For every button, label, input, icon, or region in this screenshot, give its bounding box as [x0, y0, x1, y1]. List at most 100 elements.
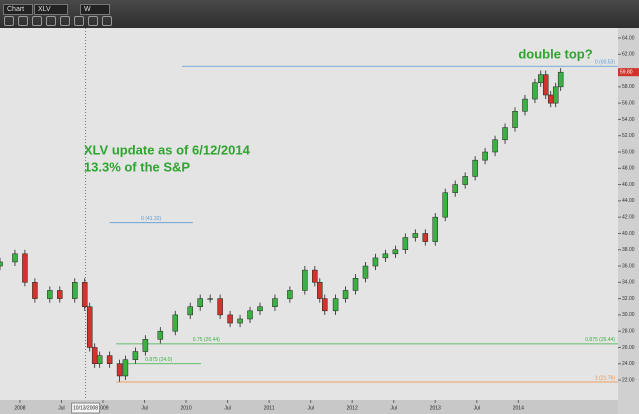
last-price-label: 59.80	[620, 70, 633, 76]
chart: 22.00 24.00 26.00 28.00 30.00 32.00 34.00 36.00…	[0, 28, 639, 414]
price-axis	[618, 28, 639, 414]
candle-body	[512, 111, 518, 128]
x-tick-label: Jul	[307, 405, 313, 411]
y-tick-label: 28.00	[622, 329, 635, 335]
candle-body	[57, 290, 63, 299]
tool-icon[interactable]	[102, 16, 112, 26]
candle-body	[432, 216, 439, 242]
last-price-tag	[618, 68, 639, 77]
period-input[interactable]: W	[80, 4, 110, 15]
candle-body	[462, 176, 468, 185]
window-tab[interactable]: Chart	[3, 4, 33, 15]
candle-body	[442, 192, 448, 218]
y-tick-label: 52.00	[622, 133, 635, 139]
candle-body	[532, 82, 538, 100]
level-label: 0.75 (26.44)	[193, 337, 220, 343]
y-tick-label: 26.00	[622, 345, 635, 351]
candle-body	[86, 306, 93, 348]
x-tick-label: 2009	[97, 405, 108, 411]
candle-body	[47, 290, 53, 299]
candle-body	[32, 282, 38, 299]
candle-body	[272, 298, 278, 307]
y-tick-label: 64.00	[622, 35, 635, 41]
candle-body	[332, 298, 339, 312]
x-tick-label: 2010	[181, 405, 192, 411]
candle-body	[132, 351, 139, 360]
candle-body	[547, 94, 554, 104]
candle-body	[227, 314, 233, 324]
candle-body	[352, 277, 359, 291]
candle-body	[81, 282, 88, 307]
candle-body	[287, 290, 293, 299]
tool-icon[interactable]	[74, 16, 84, 26]
x-tick-label: 2013	[430, 405, 441, 411]
candle-body	[542, 74, 549, 96]
y-tick-label: 44.00	[622, 198, 635, 204]
candle-body	[472, 159, 478, 177]
x-tick-label: Jul	[474, 405, 480, 411]
candle-body	[217, 298, 223, 316]
tool-icon[interactable]	[32, 16, 42, 26]
candle-body	[317, 282, 323, 299]
candle-body	[157, 330, 164, 340]
level-label: 0 (60.53)	[595, 60, 615, 66]
candle-body	[372, 257, 379, 267]
tool-icon[interactable]	[18, 16, 28, 26]
level-label: 0.875 (26.44)	[585, 337, 615, 343]
candle-body	[557, 71, 564, 88]
level-label: 0.875 (24.0)	[145, 357, 172, 363]
time-axis	[0, 400, 618, 414]
candle-body	[382, 253, 389, 259]
x-tick-label: Jul	[58, 405, 64, 411]
x-tick-label: Jul	[141, 405, 147, 411]
candle-body	[187, 306, 193, 316]
tool-icon[interactable]	[4, 16, 14, 26]
tool-icon[interactable]	[46, 16, 56, 26]
y-tick-label: 54.00	[622, 117, 635, 123]
y-tick-label: 22.00	[622, 377, 635, 383]
y-tick-label: 62.00	[622, 52, 635, 58]
annotation: double top?	[518, 47, 592, 62]
candle-body	[552, 86, 559, 104]
level-label: 0 (41.32)	[141, 216, 161, 222]
crosshair-label: 10/13/2008	[73, 405, 98, 411]
x-tick-label: 2011	[264, 405, 275, 411]
y-tick-label: 34.00	[622, 280, 635, 286]
candle-body	[362, 265, 369, 279]
candle-body	[142, 339, 149, 352]
candle-body	[172, 314, 179, 332]
candle-body	[402, 237, 409, 250]
crosshair-tag	[71, 402, 101, 414]
candle-body	[342, 290, 349, 299]
candle-body	[22, 253, 28, 283]
tool-icon[interactable]	[88, 16, 98, 26]
y-tick-label: 50.00	[622, 149, 635, 155]
x-tick-label: Jul	[391, 405, 397, 411]
x-tick-label: 2008	[14, 405, 25, 411]
level-label: 1 (21.76)	[595, 375, 615, 381]
toolbar: Chart XLV W	[0, 0, 639, 28]
candle-body	[392, 249, 399, 255]
candle-body	[538, 74, 544, 84]
y-tick-label: 36.00	[622, 263, 635, 269]
symbol-input[interactable]: XLV	[34, 4, 68, 15]
y-tick-label: 24.00	[622, 361, 635, 367]
candle-body	[312, 269, 318, 283]
y-tick-label: 56.00	[622, 100, 635, 106]
tool-icon[interactable]	[60, 16, 70, 26]
plot-background	[0, 28, 618, 400]
candle-body	[412, 233, 419, 238]
y-tick-label: 58.00	[622, 84, 635, 90]
candle-body	[96, 355, 103, 365]
y-tick-label: 30.00	[622, 312, 635, 318]
candle-body	[237, 318, 243, 324]
candle-body	[492, 139, 498, 153]
candle-body	[106, 355, 113, 365]
annotation: XLV update as of 6/12/2014	[84, 143, 251, 158]
y-tick-label: 38.00	[622, 247, 635, 253]
candle-body	[91, 347, 98, 365]
x-tick-label: Jul	[224, 405, 230, 411]
candle-body	[116, 363, 123, 377]
candle-body	[522, 98, 528, 112]
